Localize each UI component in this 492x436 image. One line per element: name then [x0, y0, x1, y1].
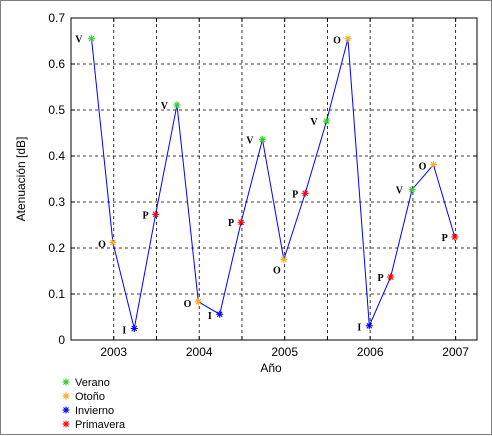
season-label-i: I	[357, 323, 361, 334]
legend-item-otoño: Otoño	[62, 391, 105, 403]
data-markers	[88, 35, 459, 332]
season-label-o: O	[273, 266, 281, 277]
data-point-v	[323, 117, 331, 125]
season-label-o: O	[98, 239, 106, 250]
data-point-p	[237, 218, 245, 226]
legend-item-invierno: Invierno	[62, 405, 114, 417]
marker-stroke	[216, 311, 223, 318]
x-tick-label: 2004	[186, 345, 213, 359]
legend-marker-stroke	[63, 393, 69, 399]
y-tick-label: 0.1	[48, 287, 65, 301]
marker-stroke	[238, 219, 245, 226]
y-tick-label: 0	[58, 333, 65, 347]
season-label-v: V	[246, 135, 254, 146]
data-point-o	[194, 298, 202, 306]
season-labels: V O I P V O I P V O P V O I P V O P	[75, 35, 447, 337]
season-label-o: O	[419, 162, 427, 173]
data-point-v	[88, 35, 96, 43]
y-tick-label: 0.6	[48, 57, 65, 71]
x-tick-label: 2007	[442, 345, 469, 359]
marker-stroke	[451, 234, 458, 240]
marker-stroke	[131, 325, 138, 332]
y-tick-label: 0.5	[48, 103, 65, 117]
x-tick-label: 2005	[271, 345, 298, 359]
marker-stroke	[109, 239, 116, 246]
legend-marker-stroke	[63, 379, 69, 385]
season-label-v: V	[310, 117, 318, 128]
data-point-o	[109, 238, 117, 246]
y-tick-label: 0.4	[48, 149, 65, 163]
data-point-v	[408, 186, 416, 194]
marker-stroke	[152, 211, 159, 218]
grid	[71, 18, 477, 340]
legend-label: Verano	[75, 377, 110, 389]
season-label-p: P	[442, 233, 448, 244]
y-axis-label: Atenuación [dB]	[14, 137, 28, 222]
marker-stroke	[430, 161, 437, 168]
data-point-p	[387, 273, 395, 281]
season-label-v: V	[161, 101, 169, 112]
data-point-i	[130, 325, 138, 332]
data-point-i	[365, 322, 373, 330]
season-label-v: V	[396, 186, 404, 197]
legend-label: Invierno	[75, 405, 114, 417]
season-label-p: P	[378, 273, 384, 284]
marker-stroke	[409, 186, 415, 193]
data-point-p	[451, 233, 459, 241]
axis-ticks: 2003 2004 2005 2006 2007 0 0.1 0.2 0.3 0.4 0.5 0.6 0…	[48, 11, 477, 359]
legend-label: Primavera	[75, 419, 126, 431]
y-tick-label: 0.7	[48, 11, 65, 25]
data-point-p	[152, 210, 160, 218]
marker-stroke	[302, 190, 309, 197]
season-label-p: P	[292, 189, 298, 200]
season-label-o: O	[184, 299, 192, 310]
legend-marker-stroke	[63, 421, 69, 427]
season-label-i: I	[208, 311, 212, 322]
data-point-v	[173, 101, 181, 109]
x-axis-label: Año	[260, 361, 282, 375]
marker-stroke	[323, 118, 330, 124]
plot-frame	[70, 17, 478, 341]
y-tick-label: 0.3	[48, 195, 65, 209]
legend-marker-stroke	[63, 407, 69, 413]
season-label-v: V	[75, 35, 83, 46]
data-point-i	[216, 310, 224, 318]
marker-stroke	[366, 322, 373, 329]
season-label-i: I	[122, 326, 126, 337]
y-tick-label: 0.2	[48, 241, 65, 255]
data-point-p	[301, 189, 309, 197]
legend-item-primavera: Primavera	[62, 419, 126, 431]
x-tick-label: 2003	[100, 345, 127, 359]
marker-stroke	[259, 136, 266, 143]
marker-stroke	[88, 35, 95, 42]
data-point-o	[429, 161, 437, 169]
season-label-p: P	[143, 210, 149, 221]
legend-item-verano: Verano	[62, 377, 110, 389]
season-label-p: P	[228, 218, 234, 229]
data-point-o	[280, 256, 288, 263]
marker-stroke	[387, 274, 394, 280]
marker-stroke	[174, 102, 180, 108]
x-tick-label: 2006	[357, 345, 384, 359]
attenuation-series-line	[91, 38, 456, 329]
marker-stroke	[345, 35, 351, 42]
legend-label: Otoño	[75, 391, 105, 403]
data-point-o	[344, 35, 352, 43]
data-point-v	[258, 135, 266, 143]
season-label-o: O	[333, 36, 341, 47]
marker-stroke	[195, 298, 202, 305]
legend: Verano Otoño Invierno Primavera	[62, 377, 126, 431]
marker-stroke	[280, 256, 287, 263]
